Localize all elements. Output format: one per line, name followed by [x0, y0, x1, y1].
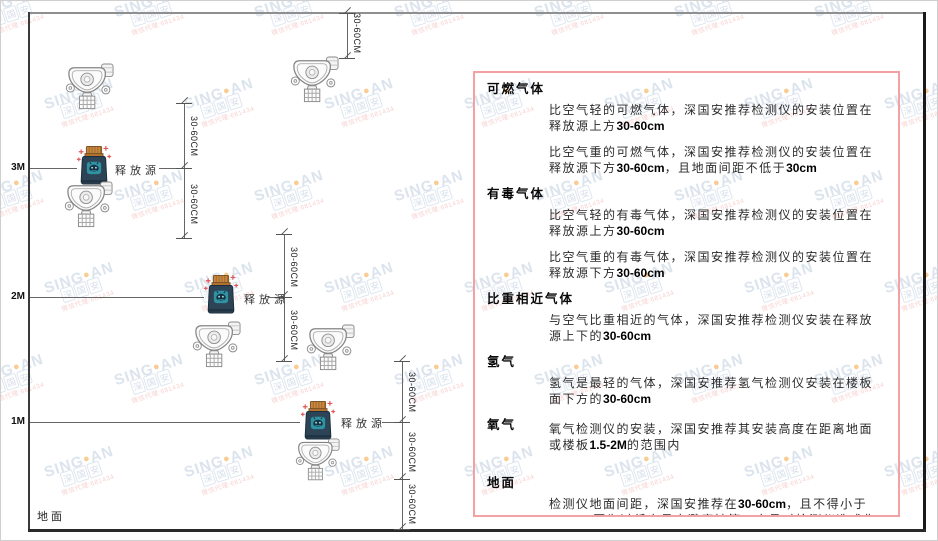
tick-mark	[276, 361, 292, 362]
dim-label: 30-60CM	[407, 371, 417, 413]
gas-detector-icon	[65, 63, 115, 111]
left-wall-line	[28, 12, 30, 531]
panel-section-heading: 可燃气体	[487, 82, 546, 96]
dimension-line-3m	[184, 103, 185, 238]
tick-mark	[276, 297, 292, 298]
tick-mark	[394, 529, 410, 530]
tick-mark	[394, 479, 410, 480]
panel-paragraph: 比空气重的有毒气体，深国安推荐检测仪的安装位置在释放源下方30-60cm	[549, 250, 874, 280]
dim-label: 30-60CM	[352, 12, 362, 54]
panel-section-heading: 地面	[487, 476, 517, 490]
tick-mark	[176, 168, 192, 169]
dim-label: 30-60CM	[289, 246, 299, 288]
gas-detector-icon	[295, 438, 341, 482]
panel-section: 氧气 氧气检测仪的安装，深国安推荐其安装高度在距离地面或楼板1.5-2M的范围内	[487, 417, 886, 463]
panel-section: 比重相近气体与空气比重相近的气体，深国安推荐检测仪安装在释放源上下的30-60c…	[487, 291, 886, 344]
gas-detector-icon	[290, 56, 340, 104]
panel-paragraph: 比空气轻的有毒气体，深国安推荐检测仪的安装位置在释放源上方30-60cm	[549, 208, 874, 238]
level-line-2m	[30, 297, 204, 298]
dimension-line-ceiling	[347, 13, 348, 58]
gas-detector-icon	[192, 321, 242, 369]
release-source-label: 释放源	[244, 294, 289, 306]
ground-line	[28, 529, 926, 532]
panel-paragraph: 比空气重的可燃气体，深国安推荐检测仪的安装位置在释放源下方30-60cm，且地面…	[549, 145, 874, 175]
panel-section-heading: 氢气	[487, 355, 517, 369]
level-line-1m-ext	[382, 422, 402, 423]
tick-mark	[394, 422, 410, 423]
dim-label: 30-60CM	[407, 431, 417, 473]
panel-section: 可燃气体 比空气轻的可燃气体，深国安推荐检测仪的安装位置在释放源上方30-60cm…	[487, 81, 886, 176]
tick-mark	[339, 13, 355, 14]
tick-mark	[176, 103, 192, 104]
dim-label: 30-60CM	[407, 483, 417, 525]
info-panel: 可燃气体 比空气轻的可燃气体，深国安推荐检测仪的安装位置在释放源上方30-60cm…	[473, 71, 900, 517]
gas-detector-icon	[64, 181, 114, 229]
height-label-2m: 2M	[11, 291, 25, 302]
level-line-1m	[30, 422, 300, 423]
level-line-3m-ext	[159, 168, 184, 169]
dim-label: 30-60CM	[189, 115, 199, 157]
ceiling-line	[28, 12, 925, 14]
tick-mark	[176, 238, 192, 239]
level-line-3m	[30, 168, 77, 169]
release-source-icon	[202, 274, 240, 316]
panel-paragraph: 氢气是最轻的气体，深国安推荐氢气检测仪安装在楼板面下方的30-60cm	[549, 376, 874, 406]
tick-mark	[394, 361, 410, 362]
ground-label: 地面	[37, 511, 65, 523]
tick-mark	[276, 234, 292, 235]
panel-section-heading: 氧气	[487, 418, 517, 432]
dimension-line-1m	[402, 361, 403, 530]
height-label-1m: 1M	[11, 416, 25, 427]
release-source-label: 释放源	[341, 418, 386, 430]
release-source-icon	[299, 400, 337, 442]
panel-section-heading: 比重相近气体	[487, 292, 575, 306]
panel-section: 地面检测仪地面间距，深国安推荐在30-60cm，且不得小于30cm，因为过低容易…	[487, 475, 886, 515]
panel-section-heading: 有毒气体	[487, 187, 546, 201]
release-source-label: 释放源	[115, 165, 160, 177]
dim-label: 30-60CM	[289, 309, 299, 351]
height-label-3m: 3M	[11, 162, 25, 173]
release-source-icon	[75, 145, 113, 187]
panel-paragraph: 氧气检测仪的安装，深国安推荐其安装高度在距离地面或楼板1.5-2M的范围内	[549, 422, 874, 452]
panel-paragraph: 检测仪地面间距，深国安推荐在30-60cm，且不得小于30cm，因为过低容易水溅…	[549, 497, 875, 515]
dim-label: 30-60CM	[189, 183, 199, 225]
panel-paragraph: 与空气比重相近的气体，深国安推荐检测仪安装在释放源上下的30-60cm	[549, 313, 874, 343]
tick-mark	[339, 58, 355, 59]
right-wall-line	[923, 12, 926, 531]
panel-section: 氢气氢气是最轻的气体，深国安推荐氢气检测仪安装在楼板面下方的30-60cm	[487, 354, 886, 407]
panel-paragraph: 比空气轻的可燃气体，深国安推荐检测仪的安装位置在释放源上方30-60cm	[549, 103, 874, 133]
panel-section: 有毒气体 比空气轻的有毒气体，深国安推荐检测仪的安装位置在释放源上方30-60cm…	[487, 186, 886, 281]
gas-detector-icon	[306, 324, 356, 372]
